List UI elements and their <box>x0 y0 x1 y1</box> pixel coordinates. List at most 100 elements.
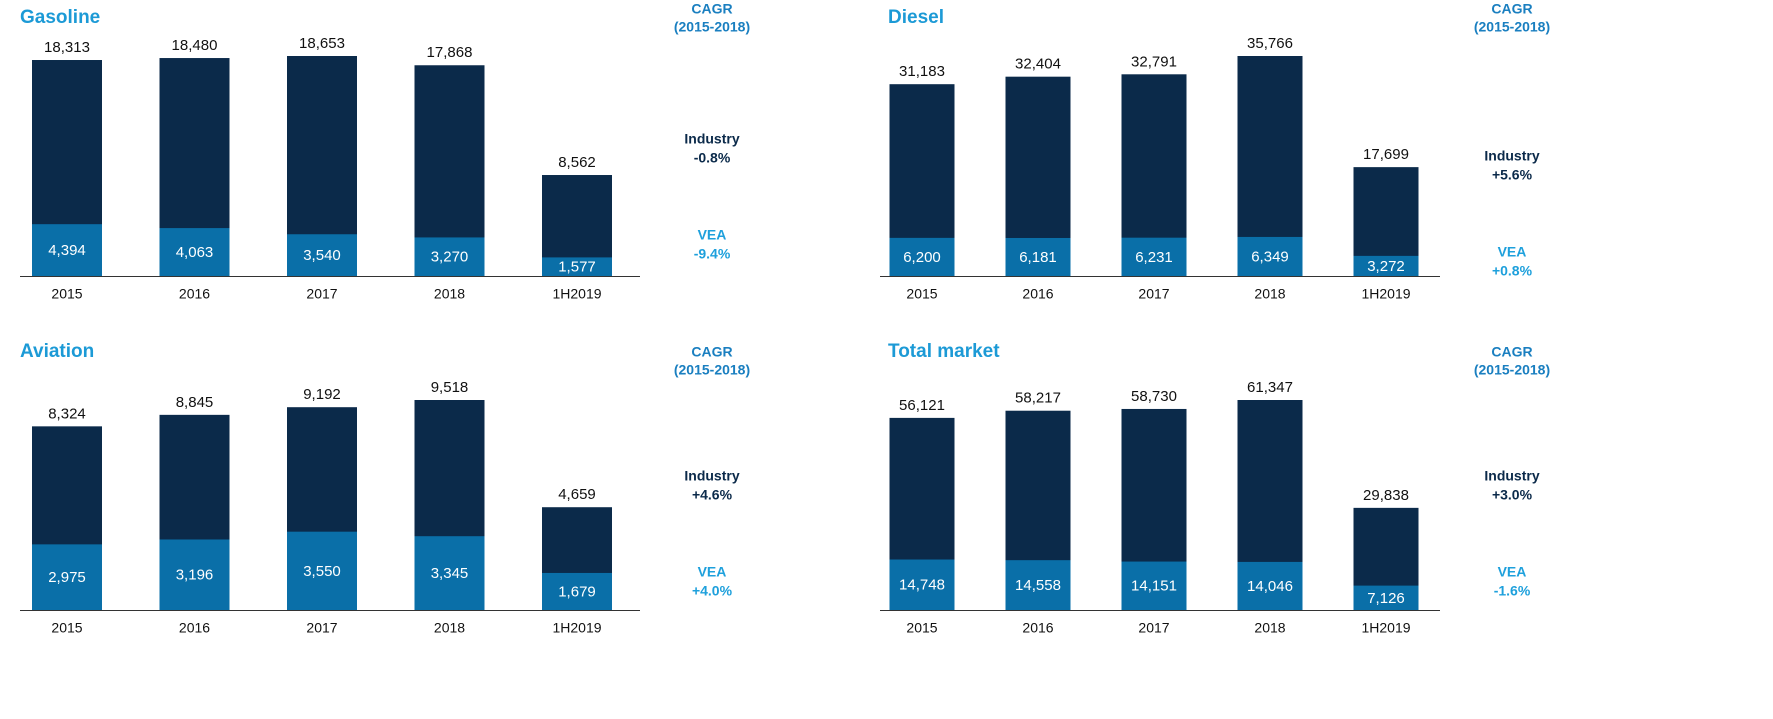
x-tick-label: 2015 <box>906 286 937 302</box>
vea-bar <box>287 531 357 610</box>
industry-value-label: 29,838 <box>1363 487 1409 504</box>
vea-bar <box>159 539 230 610</box>
industry-value-label: 18,313 <box>44 39 90 56</box>
industry-value-label: 8,845 <box>176 394 214 411</box>
cagr-title: (2015-2018) <box>674 362 750 378</box>
cagr-title: CAGR <box>691 1 732 17</box>
cagr-value: -1.6% <box>1494 583 1531 599</box>
vea-value-label: 3,272 <box>1367 258 1405 275</box>
chart-title: Aviation <box>20 341 94 362</box>
industry-value-label: 32,404 <box>1015 56 1061 73</box>
cagr-series-name: Industry <box>1484 468 1539 484</box>
x-tick-label: 2015 <box>51 286 82 302</box>
industry-value-label: 58,217 <box>1015 390 1061 407</box>
vea-value-label: 6,200 <box>903 249 941 266</box>
vea-value-label: 6,181 <box>1019 249 1057 266</box>
x-tick-label: 2016 <box>1022 620 1053 636</box>
cagr-series-name: Industry <box>684 131 739 147</box>
cagr-series-name: VEA <box>1498 564 1527 580</box>
vea-bar <box>542 257 612 276</box>
chart-title: Total market <box>888 341 1000 362</box>
x-tick-label: 2018 <box>1254 620 1285 636</box>
industry-value-label: 58,730 <box>1131 388 1177 405</box>
vea-bar <box>1005 237 1071 276</box>
cagr-value: +3.0% <box>1492 487 1533 503</box>
industry-value-label: 35,766 <box>1247 35 1293 52</box>
vea-value-label: 4,063 <box>176 244 214 261</box>
industry-value-label: 32,791 <box>1131 53 1177 70</box>
vea-value-label: 3,345 <box>431 565 469 582</box>
vea-bar <box>1005 560 1071 610</box>
vea-value-label: 3,550 <box>303 563 341 580</box>
x-tick-label: 2017 <box>1138 286 1169 302</box>
vea-bar <box>1237 236 1303 276</box>
x-tick-label: 2017 <box>1138 620 1169 636</box>
vea-value-label: 1,679 <box>558 583 596 600</box>
vea-value-label: 3,196 <box>176 567 214 584</box>
vea-value-label: 3,270 <box>431 249 469 266</box>
x-tick-label: 2018 <box>434 620 465 636</box>
cagr-title: (2015-2018) <box>1474 362 1550 378</box>
x-tick-label: 2016 <box>179 286 210 302</box>
vea-bar <box>1353 585 1419 610</box>
vea-bar <box>542 572 612 610</box>
vea-value-label: 7,126 <box>1367 590 1405 607</box>
vea-bar <box>889 237 955 276</box>
x-tick-label: 2017 <box>306 286 337 302</box>
industry-value-label: 8,324 <box>48 405 86 422</box>
cagr-value: +0.8% <box>1492 263 1533 279</box>
cagr-series-name: VEA <box>1498 244 1527 260</box>
vea-bar <box>889 559 955 610</box>
cagr-value: +4.0% <box>692 583 733 599</box>
vea-bar <box>1121 561 1187 610</box>
vea-bar <box>287 234 357 276</box>
vea-value-label: 14,151 <box>1131 578 1177 595</box>
cagr-title: CAGR <box>1491 344 1532 360</box>
x-tick-label: 2015 <box>906 620 937 636</box>
vea-value-label: 6,349 <box>1251 248 1289 265</box>
x-tick-label: 2017 <box>306 620 337 636</box>
industry-value-label: 4,659 <box>558 486 596 503</box>
x-tick-label: 2015 <box>51 620 82 636</box>
cagr-title: CAGR <box>1491 1 1532 17</box>
industry-value-label: 18,480 <box>172 37 218 54</box>
cagr-value: +4.6% <box>692 487 733 503</box>
chart-title: Diesel <box>888 7 944 28</box>
vea-bar <box>32 224 102 276</box>
x-tick-label: 1H2019 <box>552 286 601 302</box>
vea-value-label: 3,540 <box>303 247 341 264</box>
x-tick-label: 2018 <box>1254 286 1285 302</box>
cagr-series-name: Industry <box>684 468 739 484</box>
industry-value-label: 31,183 <box>899 63 945 80</box>
cagr-value: -9.4% <box>694 246 731 262</box>
industry-value-label: 9,192 <box>303 386 341 403</box>
industry-value-label: 9,518 <box>431 379 469 396</box>
industry-value-label: 17,868 <box>427 44 473 61</box>
cagr-title: CAGR <box>691 344 732 360</box>
industry-value-label: 56,121 <box>899 397 945 414</box>
cagr-series-name: VEA <box>698 227 727 243</box>
vea-value-label: 14,748 <box>899 577 945 594</box>
x-tick-label: 1H2019 <box>1361 286 1410 302</box>
cagr-series-name: VEA <box>698 564 727 580</box>
cagr-value: -0.8% <box>694 150 731 166</box>
x-tick-label: 1H2019 <box>1361 620 1410 636</box>
x-tick-label: 1H2019 <box>552 620 601 636</box>
cagr-title: (2015-2018) <box>1474 19 1550 35</box>
vea-value-label: 2,975 <box>48 569 86 586</box>
vea-bar <box>414 536 485 610</box>
industry-value-label: 17,699 <box>1363 146 1409 163</box>
industry-value-label: 8,562 <box>558 154 596 171</box>
cagr-title: (2015-2018) <box>674 19 750 35</box>
x-tick-label: 2016 <box>1022 286 1053 302</box>
vea-bar <box>1121 237 1187 276</box>
vea-bar <box>159 228 230 276</box>
vea-bar <box>32 544 102 610</box>
vea-value-label: 1,577 <box>558 259 596 276</box>
vea-bar <box>1353 255 1419 276</box>
cagr-series-name: Industry <box>1484 148 1539 164</box>
vea-value-label: 14,558 <box>1015 577 1061 594</box>
vea-value-label: 14,046 <box>1247 578 1293 595</box>
chart-title: Gasoline <box>20 7 100 28</box>
